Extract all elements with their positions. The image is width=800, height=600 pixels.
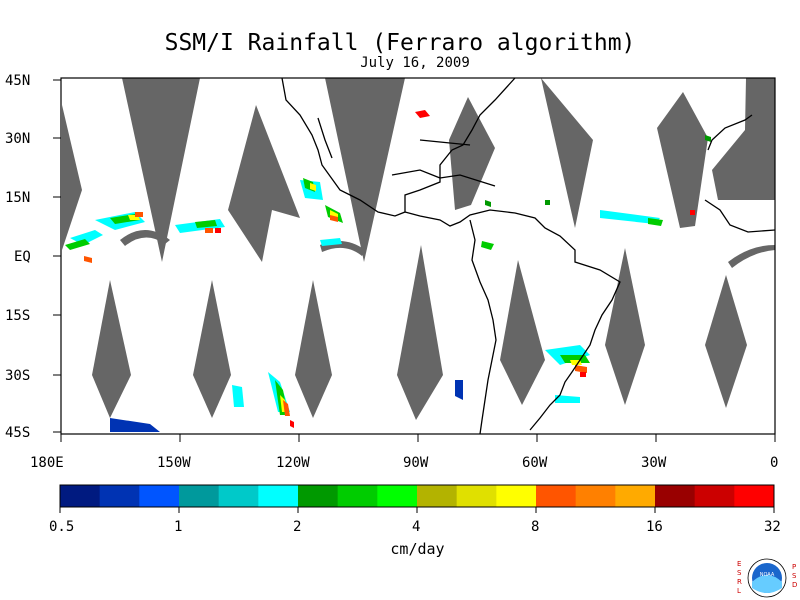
swath-wedge — [122, 78, 200, 262]
colorbar-cell — [99, 485, 140, 507]
swath-wedge — [228, 105, 300, 262]
lat-label-45n: 45N — [5, 73, 30, 89]
colorbar-cell — [536, 485, 577, 507]
lon-label-150w: 150W — [157, 455, 191, 471]
colorbar-cell — [496, 485, 537, 507]
coastline-africa-europe — [707, 114, 753, 151]
logo-wave — [752, 575, 782, 593]
coastline-south-america-east — [404, 209, 621, 431]
svg-text:S: S — [737, 569, 742, 577]
swath-wedge — [712, 78, 775, 200]
colorbar-cell — [377, 485, 418, 507]
swath-diamond — [92, 280, 131, 418]
coastline-south-america-west — [469, 219, 497, 435]
lat-label-45s: 45S — [5, 425, 30, 441]
colorbar-label-1: 1 — [174, 519, 182, 535]
lon-label-60w: 60W — [522, 455, 548, 471]
lon-label-90w: 90W — [403, 455, 429, 471]
coastlines — [281, 77, 776, 435]
colorbar-cell — [179, 485, 220, 507]
coastline-africa-west — [704, 199, 776, 233]
logo-center-text: NOAA — [760, 572, 775, 578]
swath-wedge — [62, 105, 82, 250]
svg-text:L: L — [737, 587, 741, 595]
colorbar-cell — [337, 485, 378, 507]
colorbar-cell — [258, 485, 299, 507]
svg-text:S: S — [792, 572, 797, 580]
colorbar-label-8: 8 — [531, 519, 539, 535]
colorbar-cell — [655, 485, 696, 507]
noaa-esrl-psd-logo: E S R L P S D NOAA — [737, 558, 797, 598]
colorbar-cell — [694, 485, 735, 507]
swath-diamond — [397, 245, 443, 420]
svg-text:D: D — [792, 581, 797, 589]
swath-diamond — [605, 248, 645, 405]
lon-label-120w: 120W — [276, 455, 310, 471]
lon-ticks — [60, 434, 776, 442]
lat-ticks — [53, 79, 61, 433]
colorbar-cell — [575, 485, 616, 507]
colorbar-cell — [60, 485, 101, 507]
colorbar-cell — [218, 485, 259, 507]
coastline-florida — [419, 139, 471, 146]
swath-diamond — [295, 280, 332, 418]
swath-diamond — [705, 275, 747, 408]
map-title: SSM/I Rainfall (Ferraro algorithm) — [164, 30, 636, 56]
colorbar-ticks — [59, 507, 775, 513]
swath-wedge — [449, 97, 495, 210]
colorbar-label-4: 4 — [412, 519, 420, 535]
lon-label-0: 0 — [770, 455, 778, 471]
colorbar-label-16: 16 — [646, 519, 663, 535]
colorbar-label-2: 2 — [293, 519, 301, 535]
colorbar-label-0-5: 0.5 — [49, 519, 74, 535]
swath-diamond — [193, 280, 231, 418]
swath-diamond — [500, 260, 545, 405]
swath-arc — [120, 230, 170, 246]
colorbar-cell — [456, 485, 497, 507]
coastline-baja-california — [317, 117, 333, 159]
swath-arc — [728, 245, 775, 268]
colorbar-cell — [615, 485, 656, 507]
lat-label-15s: 15S — [5, 308, 30, 324]
colorbar-units: cm/day — [390, 540, 445, 558]
rainfall-patches — [65, 110, 711, 432]
colorbar — [60, 485, 775, 507]
colorbar-cell — [417, 485, 458, 507]
swath-wedge — [657, 92, 708, 228]
logo-text-left-1: E — [737, 560, 741, 568]
colorbar-cell — [298, 485, 339, 507]
svg-text:R: R — [737, 578, 742, 586]
map-date: July 16, 2009 — [360, 55, 470, 71]
swath-wedge — [541, 78, 593, 228]
lon-label-30w: 30W — [641, 455, 667, 471]
lat-label-15n: 15N — [5, 190, 30, 206]
colorbar-label-32: 32 — [764, 519, 781, 535]
colorbar-cell — [734, 485, 775, 507]
swath-wedge — [325, 78, 405, 262]
lat-label-30n: 30N — [5, 131, 30, 147]
coastline-gulf-of-mexico — [391, 169, 441, 179]
lon-label-180e: 180E — [30, 455, 64, 471]
lat-label-eq: EQ — [14, 249, 31, 265]
coastline-cuba — [439, 174, 496, 187]
missing-data-swaths — [62, 78, 775, 420]
lat-label-30s: 30S — [5, 368, 30, 384]
colorbar-cell — [139, 485, 180, 507]
logo-text-right-1: P — [792, 563, 796, 571]
